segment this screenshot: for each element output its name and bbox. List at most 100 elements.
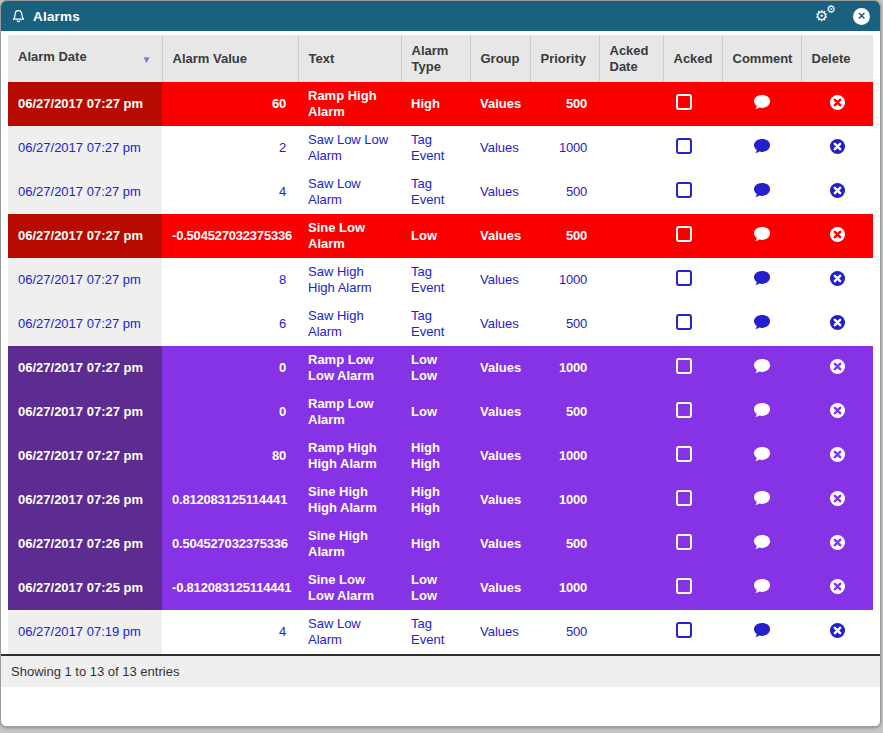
entries-summary: Showing 1 to 13 of 13 entries xyxy=(11,664,179,679)
delete-icon[interactable] xyxy=(829,358,846,379)
comment-cell xyxy=(722,126,801,170)
comment-icon[interactable] xyxy=(753,622,771,642)
alarm-value-cell: 6 xyxy=(162,302,298,346)
comment-icon[interactable] xyxy=(753,138,771,158)
delete-cell xyxy=(801,566,873,610)
acked-date-cell xyxy=(599,346,663,390)
delete-icon[interactable] xyxy=(829,138,846,159)
comment-icon[interactable] xyxy=(753,490,771,510)
acked-date-cell xyxy=(599,390,663,434)
delete-icon[interactable] xyxy=(829,182,846,203)
comment-icon[interactable] xyxy=(753,358,771,378)
acked-checkbox[interactable] xyxy=(676,94,692,110)
acked-cell xyxy=(663,82,722,126)
acked-checkbox[interactable] xyxy=(676,226,692,242)
comment-icon[interactable] xyxy=(753,578,771,598)
column-header-group[interactable]: Group xyxy=(470,35,530,82)
alarm-date-cell: 06/27/2017 07:27 pm xyxy=(8,302,162,346)
priority-cell: 1000 xyxy=(530,258,599,302)
comment-icon[interactable] xyxy=(753,182,771,202)
column-header-acked-date[interactable]: Acked Date xyxy=(599,35,663,82)
acked-checkbox[interactable] xyxy=(676,138,692,154)
group-cell: Values xyxy=(470,214,530,258)
acked-cell xyxy=(663,214,722,258)
comment-icon[interactable] xyxy=(753,446,771,466)
comment-icon[interactable] xyxy=(753,94,771,114)
acked-checkbox[interactable] xyxy=(676,314,692,330)
acked-checkbox[interactable] xyxy=(676,270,692,286)
table-row: 06/27/2017 07:27 pm -0.504527032375336 S… xyxy=(8,214,873,258)
table-row: 06/27/2017 07:25 pm -0.812083125114441 S… xyxy=(8,566,873,610)
column-header-alarm-type[interactable]: Alarm Type xyxy=(401,35,470,82)
acked-checkbox[interactable] xyxy=(676,622,692,638)
delete-icon[interactable] xyxy=(829,402,846,423)
table-row: 06/27/2017 07:27 pm 80 Ramp High High Al… xyxy=(8,434,873,478)
acked-checkbox[interactable] xyxy=(676,182,692,198)
comment-icon[interactable] xyxy=(753,314,771,334)
column-header-delete[interactable]: Delete xyxy=(801,35,873,82)
delete-icon[interactable] xyxy=(829,314,846,335)
acked-date-cell xyxy=(599,170,663,214)
delete-icon[interactable] xyxy=(829,622,846,643)
delete-cell xyxy=(801,170,873,214)
comment-icon[interactable] xyxy=(753,534,771,554)
delete-icon[interactable] xyxy=(829,490,846,511)
group-cell: Values xyxy=(470,82,530,126)
table-row: 06/27/2017 07:27 pm 0 Ramp Low Low Alarm… xyxy=(8,346,873,390)
delete-icon[interactable] xyxy=(829,270,846,291)
alarm-value-cell: 80 xyxy=(162,434,298,478)
delete-cell xyxy=(801,434,873,478)
column-header-comment[interactable]: Comment xyxy=(722,35,801,82)
alarm-date-cell: 06/27/2017 07:26 pm xyxy=(8,478,162,522)
delete-icon[interactable] xyxy=(829,94,846,115)
alarm-date-cell: 06/27/2017 07:27 pm xyxy=(8,170,162,214)
column-header-acked[interactable]: Acked xyxy=(663,35,722,82)
comment-icon[interactable] xyxy=(753,270,771,290)
table-row: 06/27/2017 07:27 pm 60 Ramp High Alarm H… xyxy=(8,82,873,126)
comment-icon[interactable] xyxy=(753,402,771,422)
alarm-type-cell: Low Low xyxy=(401,566,470,610)
priority-cell: 500 xyxy=(530,302,599,346)
delete-icon[interactable] xyxy=(829,446,846,467)
acked-checkbox[interactable] xyxy=(676,358,692,374)
alarm-date-cell: 06/27/2017 07:27 pm xyxy=(8,390,162,434)
alarm-text-cell: Sine High Alarm xyxy=(298,522,401,566)
comment-cell xyxy=(722,434,801,478)
delete-icon[interactable] xyxy=(829,226,846,247)
acked-date-cell xyxy=(599,302,663,346)
acked-date-cell xyxy=(599,522,663,566)
alarm-date-cell: 06/27/2017 07:27 pm xyxy=(8,214,162,258)
column-header-alarm-date[interactable]: Alarm Date▼ xyxy=(8,35,162,82)
alarm-value-cell: 0.504527032375336 xyxy=(162,522,298,566)
acked-checkbox[interactable] xyxy=(676,490,692,506)
alarm-text-cell: Sine High High Alarm xyxy=(298,478,401,522)
comment-cell xyxy=(722,566,801,610)
acked-cell xyxy=(663,346,722,390)
column-header-text[interactable]: Text xyxy=(298,35,401,82)
close-icon[interactable]: × xyxy=(853,8,870,25)
alarm-value-cell: -0.504527032375336 xyxy=(162,214,298,258)
column-header-alarm-value[interactable]: Alarm Value xyxy=(162,35,298,82)
acked-checkbox[interactable] xyxy=(676,402,692,418)
acked-date-cell xyxy=(599,434,663,478)
alarm-text-cell: Saw Low Low Alarm xyxy=(298,126,401,170)
acked-checkbox[interactable] xyxy=(676,534,692,550)
delete-icon[interactable] xyxy=(829,578,846,599)
acked-checkbox[interactable] xyxy=(676,446,692,462)
alarm-value-cell: 4 xyxy=(162,610,298,654)
alarm-date-cell: 06/27/2017 07:27 pm xyxy=(8,434,162,478)
delete-cell xyxy=(801,82,873,126)
alarm-date-cell: 06/27/2017 07:25 pm xyxy=(8,566,162,610)
settings-gears-icon[interactable]: ⚙ ⚙ xyxy=(815,7,837,25)
delete-icon[interactable] xyxy=(829,534,846,555)
comment-icon[interactable] xyxy=(753,226,771,246)
acked-checkbox[interactable] xyxy=(676,578,692,594)
table-row: 06/27/2017 07:19 pm 4 Saw Low Alarm Tag … xyxy=(8,610,873,654)
group-cell: Values xyxy=(470,478,530,522)
alarm-date-cell: 06/27/2017 07:27 pm xyxy=(8,258,162,302)
comment-cell xyxy=(722,390,801,434)
comment-cell xyxy=(722,258,801,302)
acked-cell xyxy=(663,170,722,214)
alarm-text-cell: Ramp Low Alarm xyxy=(298,390,401,434)
column-header-priority[interactable]: Priority xyxy=(530,35,599,82)
